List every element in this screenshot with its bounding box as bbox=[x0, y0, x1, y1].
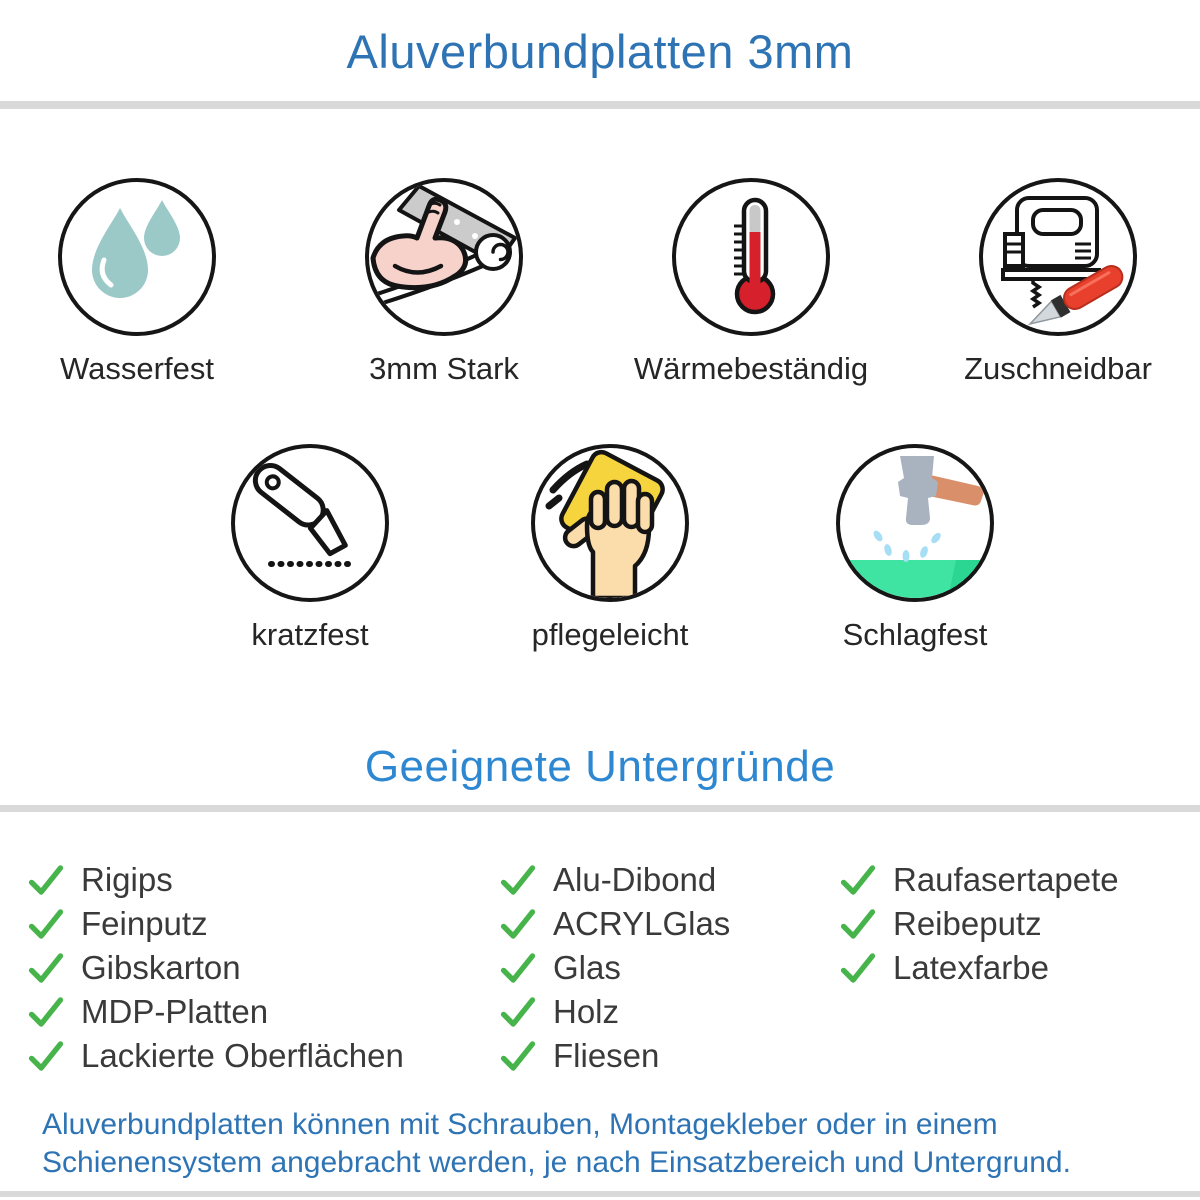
feature-wasserfest: Wasserfest bbox=[0, 178, 287, 387]
list-item: Fliesen bbox=[500, 1034, 730, 1078]
list-item-label: Feinputz bbox=[81, 905, 208, 942]
list-item-label: Latexfarbe bbox=[893, 949, 1049, 986]
check-icon bbox=[28, 865, 64, 895]
check-icon bbox=[500, 997, 536, 1027]
list-item: Latexfarbe bbox=[840, 946, 1119, 990]
feature-3mm-stark: 3mm Stark bbox=[294, 178, 594, 387]
water-drops-icon bbox=[58, 178, 216, 336]
list-item-label: Rigips bbox=[81, 861, 173, 898]
cleaning-hand-cloth-icon bbox=[531, 444, 689, 602]
list-item-label: ACRYLGlas bbox=[553, 905, 731, 942]
list-item: Reibeputz bbox=[840, 902, 1119, 946]
check-icon bbox=[28, 909, 64, 939]
substrate-column-1: Rigips Feinputz Gibskarton MDP-Platten L… bbox=[28, 858, 404, 1078]
feature-label: Zuschneidbar bbox=[964, 351, 1152, 386]
list-item: Glas bbox=[500, 946, 730, 990]
page-title: Aluverbundplatten 3mm bbox=[346, 25, 854, 78]
list-item-label: MDP-Platten bbox=[81, 993, 269, 1030]
divider-bottom bbox=[0, 1191, 1200, 1197]
footer-note: Aluverbundplatten können mit Schrauben, … bbox=[42, 1106, 1162, 1182]
list-item-label: Gibskarton bbox=[81, 949, 241, 986]
list-item-label: Fliesen bbox=[553, 1037, 660, 1074]
list-item-label: Alu-Dibond bbox=[553, 861, 717, 898]
list-item-label: Raufasertapete bbox=[893, 861, 1119, 898]
footer-line-1: Aluverbundplatten können mit Schrauben, … bbox=[42, 1108, 998, 1141]
feature-label: Schlagfest bbox=[842, 617, 988, 652]
feature-label: pflegeleicht bbox=[531, 617, 689, 652]
check-icon bbox=[500, 865, 536, 895]
check-icon bbox=[28, 1041, 64, 1071]
list-item: Gibskarton bbox=[28, 946, 404, 990]
feature-zuschneidbar: Zuschneidbar bbox=[908, 178, 1200, 387]
feature-label: Wärmebeständig bbox=[633, 351, 869, 386]
jigsaw-cutter-icon bbox=[979, 178, 1137, 336]
utility-knife-icon bbox=[231, 444, 389, 602]
list-item: Feinputz bbox=[28, 902, 404, 946]
list-item: Rigips bbox=[28, 858, 404, 902]
list-item: Lackierte Oberflächen bbox=[28, 1034, 404, 1078]
divider-middle bbox=[0, 805, 1200, 812]
feature-label: kratzfest bbox=[251, 617, 369, 652]
feature-label: 3mm Stark bbox=[369, 351, 519, 386]
substrate-column-3: Raufasertapete Reibeputz Latexfarbe bbox=[840, 858, 1119, 990]
feature-label: Wasserfest bbox=[60, 351, 214, 386]
check-icon bbox=[28, 997, 64, 1027]
check-icon bbox=[840, 909, 876, 939]
check-icon bbox=[500, 909, 536, 939]
feature-pflegeleicht: pflegeleicht bbox=[460, 444, 760, 653]
list-item-label: Holz bbox=[553, 993, 620, 1030]
divider-top bbox=[0, 101, 1200, 109]
muscle-arm-panel-icon bbox=[365, 178, 523, 336]
list-item: Alu-Dibond bbox=[500, 858, 730, 902]
list-item: Raufasertapete bbox=[840, 858, 1119, 902]
feature-kratzfest: kratzfest bbox=[160, 444, 460, 653]
list-item-label: Lackierte Oberflächen bbox=[81, 1037, 404, 1074]
footer-line-2: Schienensystem angebracht werden, je nac… bbox=[42, 1146, 1071, 1179]
feature-schlagfest: Schlagfest bbox=[765, 444, 1065, 653]
list-item: ACRYLGlas bbox=[500, 902, 730, 946]
check-icon bbox=[840, 865, 876, 895]
check-icon bbox=[500, 1041, 536, 1071]
feature-waermebestaendig: Wärmebeständig bbox=[601, 178, 901, 387]
list-item-label: Glas bbox=[553, 949, 621, 986]
check-icon bbox=[840, 953, 876, 983]
substrate-column-2: Alu-Dibond ACRYLGlas Glas Holz Fliesen bbox=[500, 858, 730, 1078]
section-title: Geeignete Untergründe bbox=[364, 742, 836, 791]
list-item-label: Reibeputz bbox=[893, 905, 1042, 942]
thermometer-icon bbox=[672, 178, 830, 336]
check-icon bbox=[28, 953, 64, 983]
list-item: Holz bbox=[500, 990, 730, 1034]
list-item: MDP-Platten bbox=[28, 990, 404, 1034]
hammer-impact-icon bbox=[836, 444, 994, 602]
check-icon bbox=[500, 953, 536, 983]
